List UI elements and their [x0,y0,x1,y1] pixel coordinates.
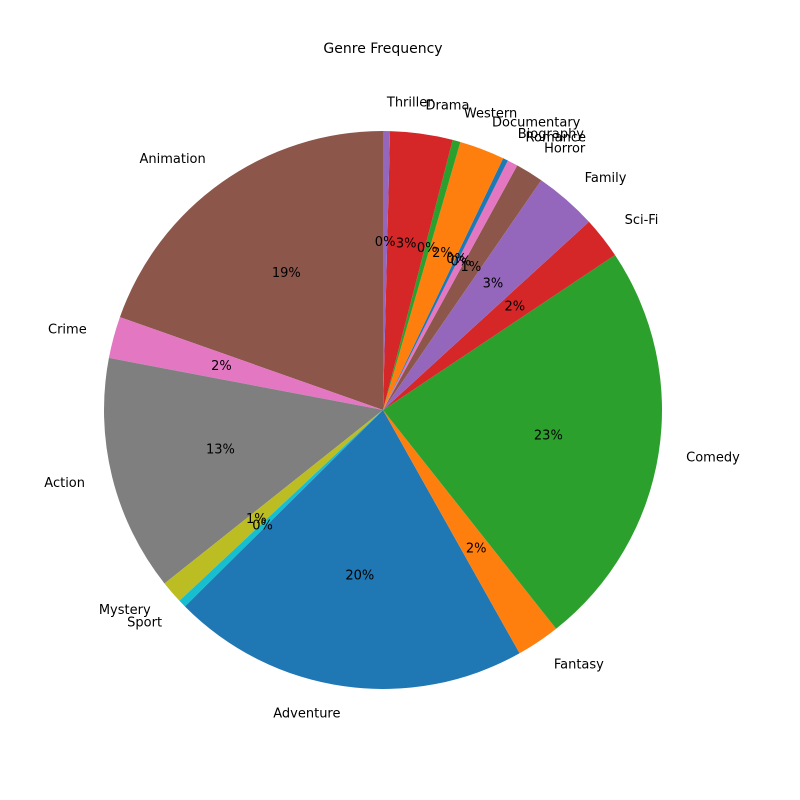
slice-percent-crime: 2% [211,359,232,374]
slice-percent-thriller: 0% [375,235,396,250]
slice-percent-drama: 3% [396,237,417,252]
slice-label-fantasy: Fantasy [554,657,604,672]
pie-percent-labels: 19%2%13%1%0%20%2%23%2%3%1%0%0%2%0%3%0% [206,235,563,583]
slice-percent-fantasy: 2% [466,542,487,557]
pie-slice-mystery [164,410,383,601]
slice-percent-western: 0% [417,241,438,256]
pie-slice-fantasy [383,410,557,654]
slice-label-crime: Crime [48,323,87,338]
slice-label-thriller: Thriller [386,96,433,111]
pie-slices [104,131,662,689]
slice-label-action: Action [44,476,85,491]
slice-label-horror: Horror [544,141,586,156]
pie-slice-thriller [383,131,391,410]
pie-slice-animation [119,131,384,410]
slice-percent-family: 3% [483,276,504,291]
slice-percent-comedy: 23% [534,429,563,444]
pie-slice-documentary [383,141,504,410]
pie-slice-family [383,180,589,410]
slice-label-drama: Drama [425,99,469,114]
slice-label-animation: Animation [139,152,205,167]
slice-label-documentary: Documentary [492,116,581,131]
slice-label-biography: Biography [518,127,585,142]
slice-label-family: Family [585,171,627,186]
slice-percent-horror: 1% [461,260,482,275]
pie-slice-sci-fi [383,221,616,410]
slice-percent-adventure: 20% [345,568,374,583]
slice-percent-animation: 19% [272,266,301,281]
slice-percent-sport: 0% [252,519,273,534]
slice-label-romance: Romance [526,131,586,146]
pie-slice-adventure [184,410,520,689]
slice-label-comedy: Comedy [686,450,740,465]
slice-label-western: Western [464,106,517,121]
slice-percent-mystery: 1% [246,512,267,527]
pie-slice-horror [383,165,542,410]
slice-label-mystery: Mystery [99,603,151,618]
slice-percent-sci-fi: 2% [504,299,525,314]
slice-percent-romance: 0% [450,254,471,269]
pie-slice-sport [179,410,383,607]
pie-slice-crime [108,317,383,410]
pie-slice-action [104,357,384,584]
pie-slice-romance [383,160,518,410]
pie-slice-comedy [383,255,662,629]
slice-percent-documentary: 2% [432,246,453,261]
slice-label-sport: Sport [127,616,162,631]
pie-slice-drama [383,131,453,411]
chart-title: Genre Frequency [323,41,442,57]
slice-percent-biography: 0% [446,252,467,267]
slice-label-sci-fi: Sci-Fi [625,213,659,228]
slice-percent-action: 13% [206,443,235,458]
pie-slice-western [383,139,461,410]
slice-label-adventure: Adventure [273,706,340,721]
pie-slice-biography [383,158,508,410]
